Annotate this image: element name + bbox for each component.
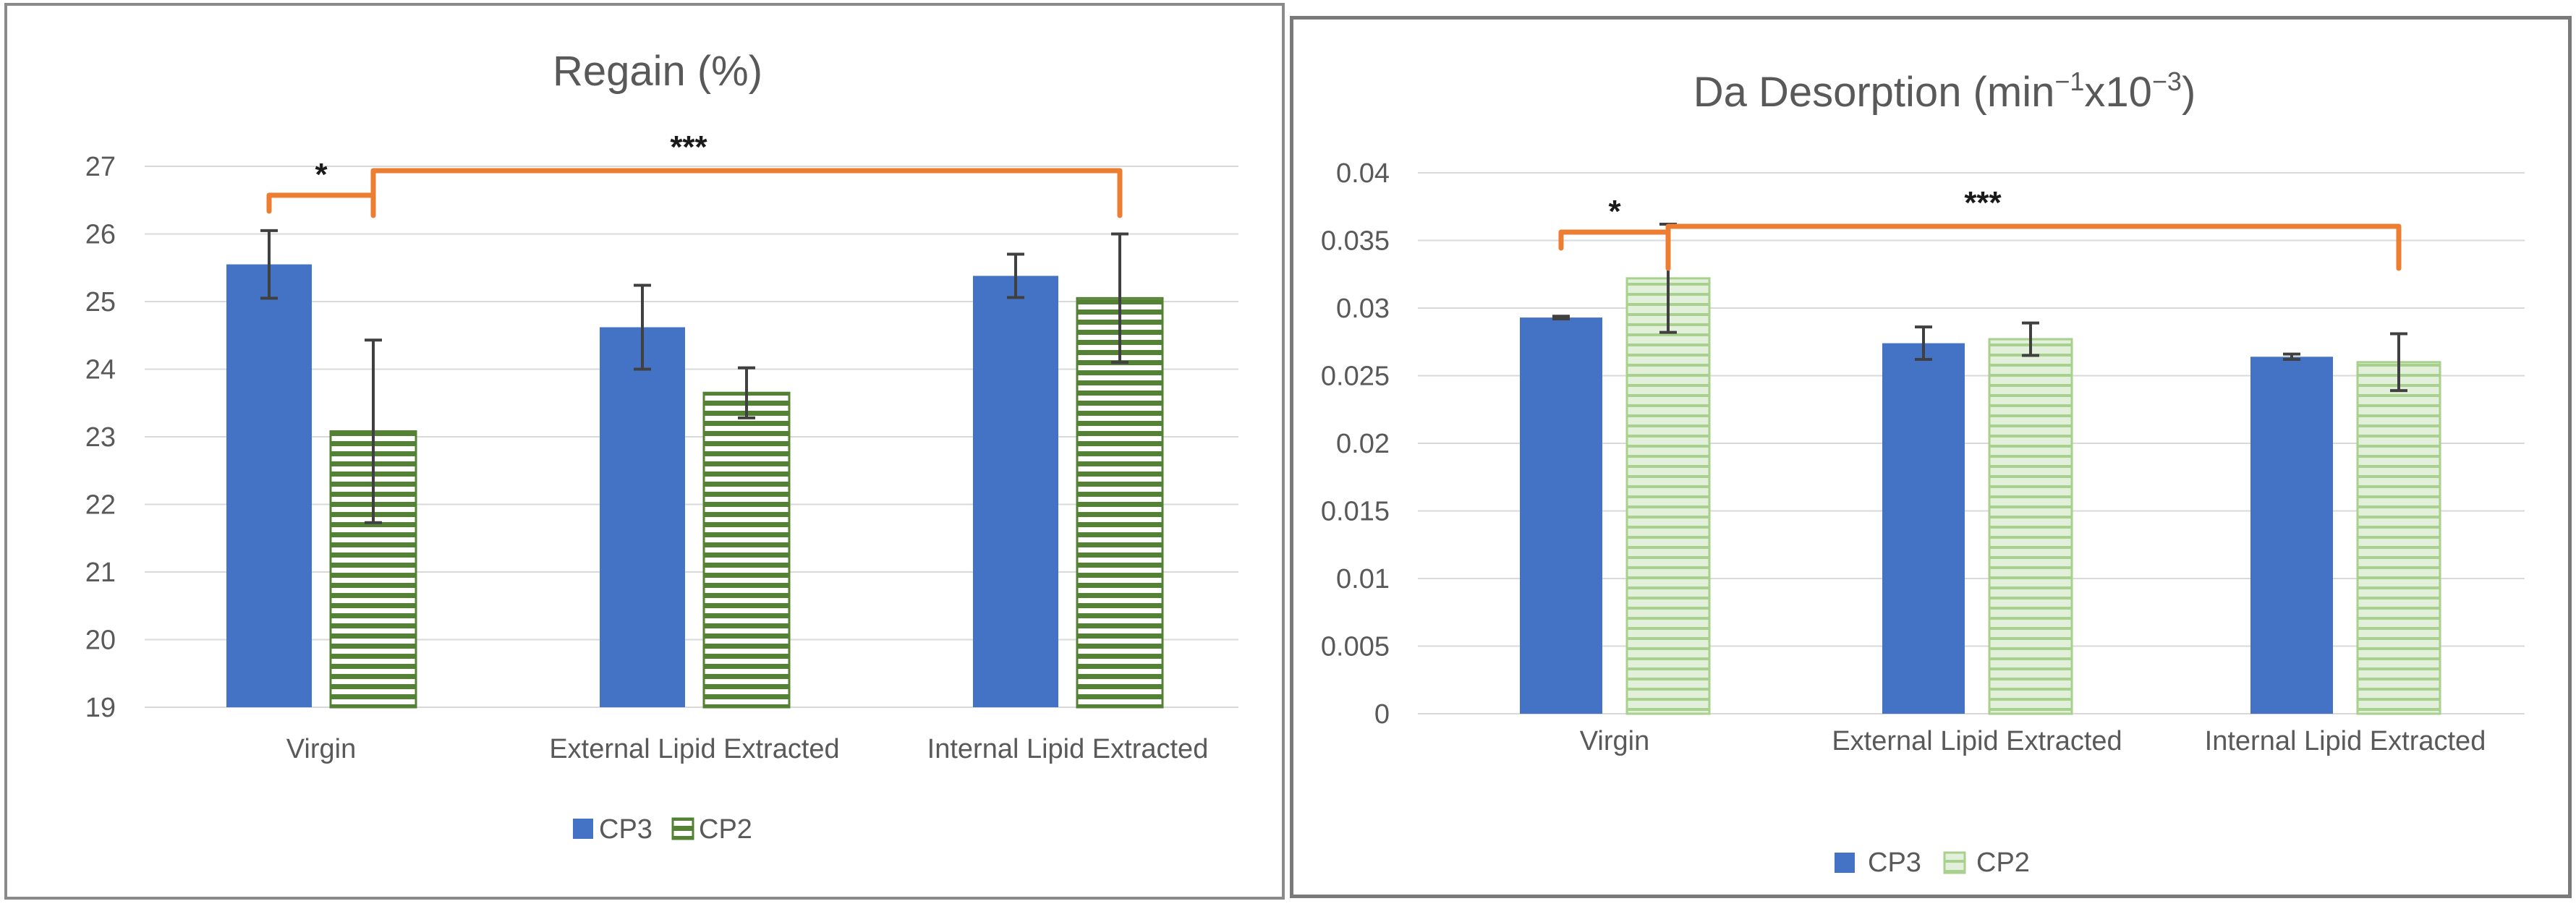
- significance-annotations: ****: [1558, 185, 2402, 271]
- legend: CP3 CP2: [573, 814, 752, 845]
- y-tick-label: 0.02: [1336, 429, 1390, 459]
- bar-cp3-1: [226, 264, 312, 707]
- regain-chart: Regain (%) 19 20 21 22 23 24 25 26 27 Virgin Exte…: [85, 48, 1238, 845]
- x-category-label: External Lipid Extracted: [549, 734, 839, 764]
- error-bar-cp2-1: [365, 338, 382, 524]
- y-tick-label: 0.005: [1321, 632, 1390, 662]
- y-tick-label: 0.03: [1336, 294, 1390, 324]
- significance-label-2: ***: [670, 129, 707, 165]
- legend-swatch-cp3: [573, 819, 593, 839]
- bar-cp3-2: [600, 327, 685, 707]
- y-tick-label: 27: [85, 152, 116, 182]
- error-bar-cp3-3: [2283, 352, 2300, 362]
- y-tick-label: 0.025: [1321, 362, 1390, 392]
- x-category-label: Virgin: [286, 734, 356, 764]
- significance-label-1: *: [315, 157, 328, 192]
- error-bars: [260, 229, 1128, 524]
- legend-label-cp3: CP3: [599, 814, 652, 845]
- chart-title: Da Desorption (min−1x10−3): [1693, 67, 2196, 116]
- y-tick-label: 19: [85, 693, 116, 723]
- x-axis-categories: Virgin External Lipid Extracted Internal L…: [1580, 726, 2486, 756]
- x-category-label: Virgin: [1580, 726, 1649, 756]
- legend-swatch-cp2: [1943, 851, 1966, 874]
- error-bar-cp2-3: [1111, 232, 1128, 364]
- bar-cp3-2: [1882, 343, 1965, 714]
- gridlines: [145, 166, 1238, 708]
- legend-label-cp2: CP2: [1976, 848, 2030, 878]
- error-bar-cp2-3: [2390, 332, 2407, 393]
- x-category-label: Internal Lipid Extracted: [2205, 726, 2486, 756]
- y-tick-label: 26: [85, 220, 116, 250]
- error-bar-cp3-2: [634, 283, 651, 371]
- error-bar-cp2-2: [738, 366, 755, 419]
- bar-cp3-3: [2250, 357, 2333, 714]
- y-tick-label: 0: [1374, 699, 1390, 730]
- bars: [226, 264, 1164, 709]
- significance-bracket-1: [266, 192, 376, 214]
- y-tick-label: 0.035: [1321, 226, 1390, 257]
- y-tick-label: 0.04: [1336, 158, 1390, 189]
- significance-annotations: ****: [266, 129, 1123, 218]
- bar-cp2-2: [1988, 338, 2073, 715]
- y-tick-label: 24: [85, 355, 116, 385]
- y-tick-label: 25: [85, 287, 116, 317]
- error-bar-cp2-2: [2022, 321, 2039, 357]
- x-axis-categories: Virgin External Lipid Extracted Internal L…: [286, 734, 1209, 764]
- y-tick-label: 23: [85, 422, 116, 453]
- legend-swatch-cp2: [671, 817, 694, 840]
- significance-bracket-2: [370, 168, 1123, 218]
- da-desorption-chart: Da Desorption (min−1x10−3) 0 0.005 0.01 0.0…: [1321, 67, 2525, 878]
- legend-label-cp2: CP2: [699, 814, 752, 845]
- error-bar-cp3-1: [260, 229, 278, 300]
- y-axis-ticks: 0 0.005 0.01 0.015 0.02 0.025 0.03 0.035 0.04: [1321, 158, 1390, 730]
- y-axis-ticks: 19 20 21 22 23 24 25 26 27: [85, 152, 116, 723]
- significance-label-1: *: [1608, 194, 1621, 229]
- legend-label-cp3: CP3: [1868, 848, 1921, 878]
- y-tick-label: 22: [85, 490, 116, 521]
- bar-cp3-1: [1520, 317, 1602, 714]
- y-tick-label: 0.015: [1321, 497, 1390, 527]
- y-tick-label: 20: [85, 626, 116, 656]
- bar-cp2-1: [1625, 277, 1711, 715]
- bar-cp3-3: [973, 276, 1058, 708]
- regain-chart-panel: Regain (%) 19 20 21 22 23 24 25 26 27 Virgin Exte…: [4, 3, 1285, 900]
- significance-label-2: ***: [1964, 185, 2002, 221]
- error-bar-cp3-1: [1552, 315, 1570, 320]
- error-bar-cp3-3: [1007, 252, 1024, 299]
- bars: [1520, 277, 2441, 715]
- x-category-label: External Lipid Extracted: [1832, 726, 2122, 756]
- chart-title: Regain (%): [553, 48, 762, 95]
- error-bar-cp3-2: [1915, 325, 1932, 362]
- da-desorption-chart-panel: Da Desorption (min−1x10−3) 0 0.005 0.01 0.0…: [1290, 16, 2572, 898]
- significance-bracket-2: [1665, 223, 2402, 271]
- x-category-label: Internal Lipid Extracted: [927, 734, 1209, 764]
- legend-swatch-cp3: [1835, 853, 1855, 873]
- y-tick-label: 0.01: [1336, 564, 1390, 594]
- bar-cp2-3: [2356, 361, 2441, 715]
- y-tick-label: 21: [85, 558, 116, 588]
- legend: CP3 CP2: [1835, 848, 2030, 878]
- bar-cp2-2: [702, 391, 791, 709]
- bar-cp2-3: [1076, 296, 1164, 709]
